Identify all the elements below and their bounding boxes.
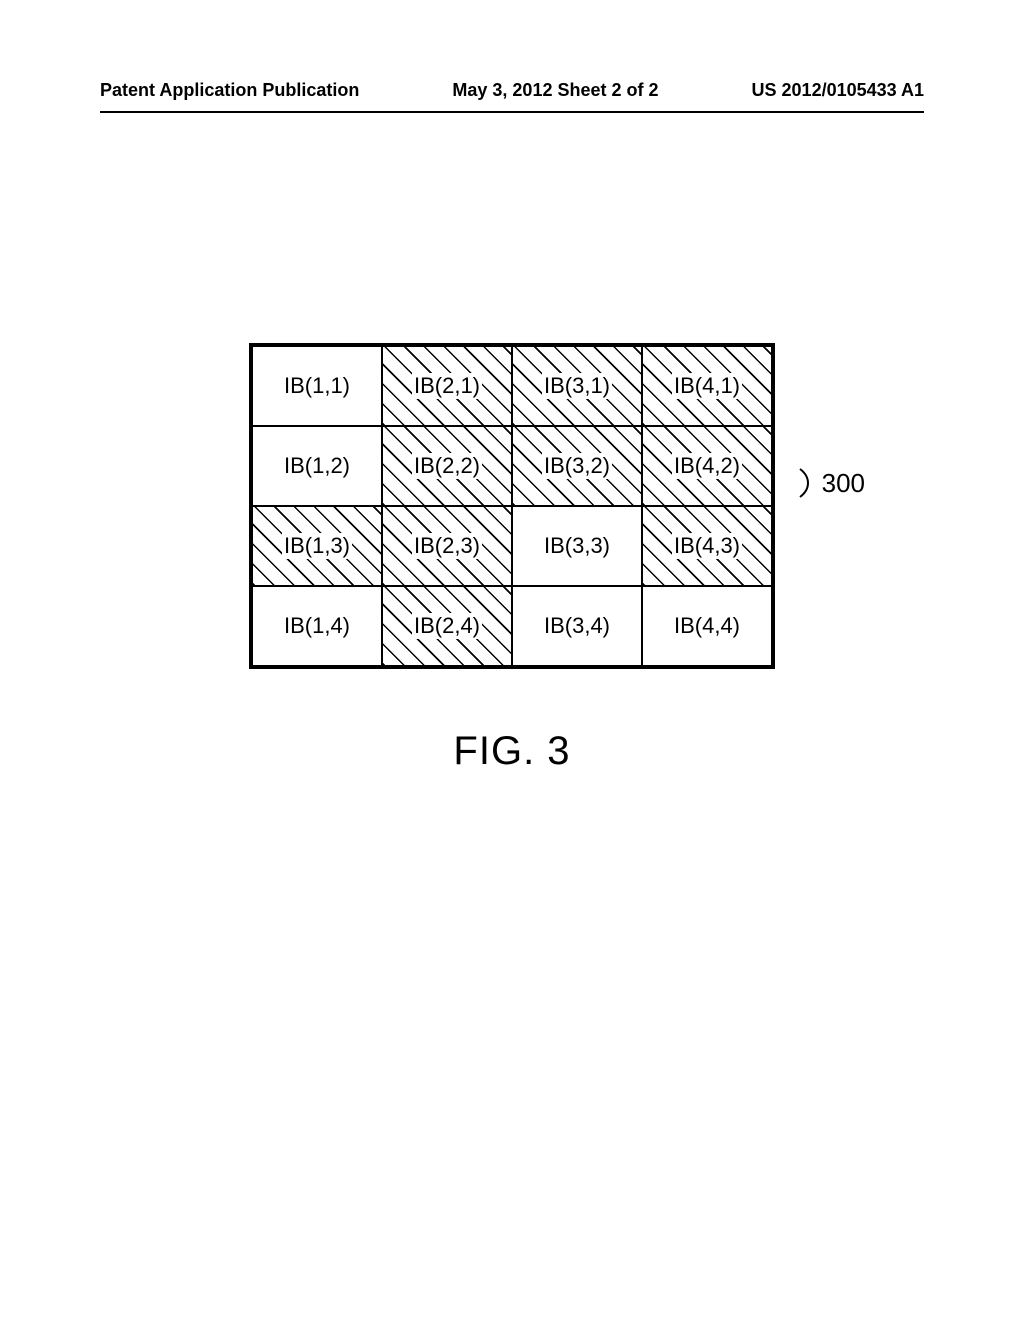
figure-caption: FIG. 3 xyxy=(453,729,570,774)
grid-cell: IB(1,3) xyxy=(252,506,382,586)
header-right: US 2012/0105433 A1 xyxy=(752,80,924,101)
grid-cell: IB(1,1) xyxy=(252,346,382,426)
header-center: May 3, 2012 Sheet 2 of 2 xyxy=(452,80,658,101)
grid-cell-label: IB(4,2) xyxy=(672,453,742,479)
grid-cell: IB(2,3) xyxy=(382,506,512,586)
grid-cell: IB(2,1) xyxy=(382,346,512,426)
grid-cell-label: IB(4,1) xyxy=(672,373,742,399)
figure-table-wrap: IB(1,1) IB(2,1) IB(3,1) IB(4,1) IB(1,2) IB(2,… xyxy=(249,343,775,669)
grid-cell-label: IB(1,4) xyxy=(284,613,350,639)
grid-cell: IB(3,3) xyxy=(512,506,642,586)
figure-grid: IB(1,1) IB(2,1) IB(3,1) IB(4,1) IB(1,2) IB(2,… xyxy=(249,343,775,669)
page-header: Patent Application Publication May 3, 20… xyxy=(100,80,924,101)
grid-cell-label: IB(4,3) xyxy=(672,533,742,559)
grid-cell: IB(2,4) xyxy=(382,586,512,666)
grid-cell-label: IB(1,2) xyxy=(284,453,350,479)
grid-cell-label: IB(4,4) xyxy=(674,613,740,639)
grid-cell: IB(3,1) xyxy=(512,346,642,426)
grid-cell: IB(4,1) xyxy=(642,346,772,426)
header-left: Patent Application Publication xyxy=(100,80,359,101)
grid-cell-label: IB(1,1) xyxy=(284,373,350,399)
leader-curve-icon xyxy=(798,463,822,503)
grid-cell-label: IB(3,3) xyxy=(544,533,610,559)
grid-cell: IB(2,2) xyxy=(382,426,512,506)
grid-cell-label: IB(2,4) xyxy=(412,613,482,639)
grid-cell-label: IB(3,1) xyxy=(542,373,612,399)
header-rule xyxy=(100,111,924,113)
grid-cell-label: IB(3,2) xyxy=(542,453,612,479)
grid-cell-label: IB(2,3) xyxy=(412,533,482,559)
patent-page: Patent Application Publication May 3, 20… xyxy=(0,0,1024,1320)
grid-cell: IB(4,3) xyxy=(642,506,772,586)
grid-cell: IB(4,2) xyxy=(642,426,772,506)
grid-cell: IB(1,2) xyxy=(252,426,382,506)
grid-cell: IB(3,4) xyxy=(512,586,642,666)
grid-cell-label: IB(2,1) xyxy=(412,373,482,399)
grid-cell: IB(1,4) xyxy=(252,586,382,666)
grid-cell: IB(3,2) xyxy=(512,426,642,506)
grid-cell-label: IB(1,3) xyxy=(282,533,352,559)
reference-number: 300 xyxy=(822,468,865,499)
grid-cell-label: IB(2,2) xyxy=(412,453,482,479)
figure-area: IB(1,1) IB(2,1) IB(3,1) IB(4,1) IB(1,2) IB(2,… xyxy=(100,343,924,774)
grid-cell-label: IB(3,4) xyxy=(544,613,610,639)
grid-cell: IB(4,4) xyxy=(642,586,772,666)
reference-annotation: 300 xyxy=(798,463,865,503)
